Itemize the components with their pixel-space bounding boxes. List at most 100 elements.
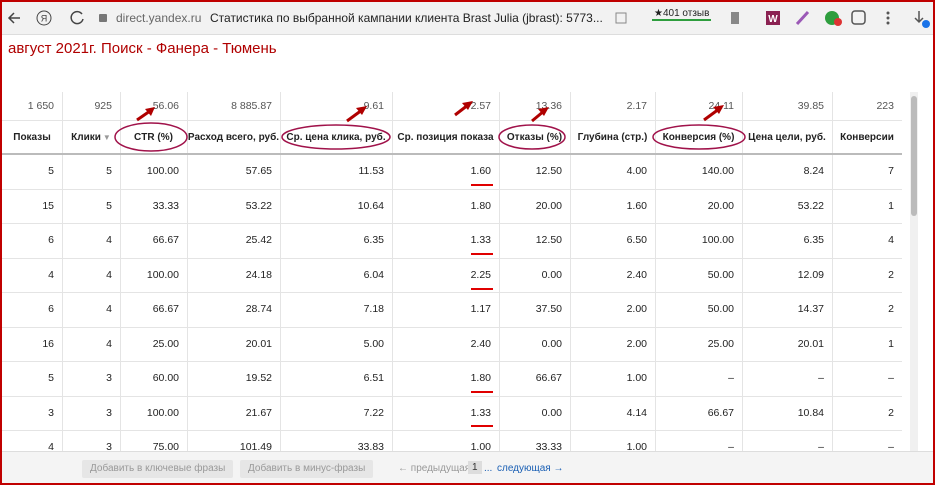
table-cell: 100.00 [146,165,179,177]
table-cell: 25.42 [245,234,272,246]
table-cell: 33.83 [357,441,384,453]
row-divider [2,361,902,362]
row-divider [2,395,902,397]
table-cell: 2.00 [626,303,647,315]
total-cell: 39.85 [797,100,824,112]
table-cell: 19.52 [245,372,272,384]
table-cell: 2.40 [626,268,647,281]
table-cell: 6.35 [363,234,384,246]
table-cell: 6 [48,303,54,315]
row-divider [2,292,902,293]
scrollbar[interactable] [910,92,918,452]
table-cell: 4 [106,337,112,350]
row-divider [2,120,902,121]
table-cell: 25.00 [707,337,734,350]
table-cell: 140.00 [701,165,734,177]
table-cell: 5 [48,372,54,384]
table-cell: 50.00 [707,303,734,315]
total-cell: 2.17 [626,100,647,112]
row-divider [2,430,902,431]
url[interactable]: direct.yandex.ru [116,11,202,25]
table-cell: 5 [48,165,54,177]
table-cell: 6 [48,234,54,246]
table-cell: 100.00 [146,268,179,281]
table-cell: 4 [106,234,112,246]
total-cell: 925 [94,100,112,112]
table-cell: 5 [106,199,112,212]
table-cell: 2 [888,268,894,281]
total-cell: 56.06 [152,100,179,112]
table-cell: 33.33 [152,199,179,212]
table-cell: 1.60 [470,165,491,177]
table-cell: 4 [106,268,112,281]
table-cell: 3 [106,406,112,419]
table-cell: 6.35 [803,234,824,246]
column-header: Ср. позиция показа [397,132,494,143]
column-divider [499,92,500,452]
table-cell: 75.00 [152,441,179,453]
table-cell: 3 [48,406,54,419]
table-cell: 21.67 [245,406,272,419]
column-header[interactable]: Клики ▼ [71,132,111,143]
heading: август 2021г. Поиск - Фанера - Тюмень [8,40,277,57]
table-cell: 101.49 [239,441,272,453]
table-cell: 1 [888,199,894,212]
table-cell: 5 [106,165,112,177]
column-divider [280,92,281,452]
table-cell: 4 [48,441,54,453]
table-cell: – [818,372,824,384]
table-cell: 10.64 [357,199,384,212]
table-cell: – [888,372,894,384]
total-cell: 13.36 [535,100,562,112]
column-header: Отказы (%) [506,132,563,143]
column-divider [62,92,63,452]
total-cell: 223 [876,100,894,112]
table-cell: 0.00 [541,268,562,281]
total-cell: 9.61 [363,100,384,112]
column-header: Глубина (стр.) [577,132,648,143]
column-divider [742,92,743,452]
table-cell: – [888,441,894,453]
table-cell: 15 [42,199,54,212]
table-cell: 2 [888,303,894,315]
svg-text:W: W [768,14,778,25]
column-header: Показы [13,132,51,143]
column-header: Конверсии [840,132,894,143]
table-cell: – [728,441,734,453]
table-cell: 53.22 [797,199,824,212]
stats-table: 1 650 925 56.06 8 885.87 9.61 2.57 13.36 2.17 24… [2,92,902,466]
total-cell: 1 650 [27,100,54,112]
add-keywords-button[interactable]: Добавить в ключевые фразы [82,460,234,478]
row-divider [2,188,902,190]
row-divider [2,257,902,259]
table-cell: 1.80 [470,199,491,212]
table-cell: 1.17 [470,303,491,315]
table-cell: 24.18 [245,268,272,281]
table-cell: 20.01 [245,337,272,350]
total-cell: 8 885.87 [231,100,272,112]
table-cell: 4.14 [626,406,647,419]
table-cell: 12.50 [535,234,562,246]
table-cell: 4 [106,303,112,315]
table-cell: 66.67 [707,406,734,419]
header-divider [2,153,902,155]
sort-icon[interactable]: ▼ [102,133,111,142]
table-cell: 100.00 [146,406,179,419]
table-cell: 20.00 [535,199,562,212]
total-cell: 24.11 [708,100,735,112]
prev-link[interactable]: ← предыдущая [398,463,471,474]
table-cell: 57.65 [245,165,272,177]
next-link[interactable]: следующая → [497,463,564,474]
table-cell: 50.00 [707,268,734,281]
table-cell: 7.18 [363,303,384,315]
add-negative-button[interactable]: Добавить в минус-фразы [240,460,374,478]
table-cell: 6.50 [626,234,647,246]
ellipsis[interactable]: ... [484,463,493,474]
table-cell: 66.67 [152,234,179,246]
table-cell: 8.24 [803,165,824,177]
rating[interactable]: ★401 отзыв [652,8,712,21]
table-cell: 20.01 [797,337,824,350]
table-cell: 53.22 [245,199,272,212]
table-cell: 1.33 [470,234,491,246]
page-number[interactable]: 1 [468,461,482,474]
